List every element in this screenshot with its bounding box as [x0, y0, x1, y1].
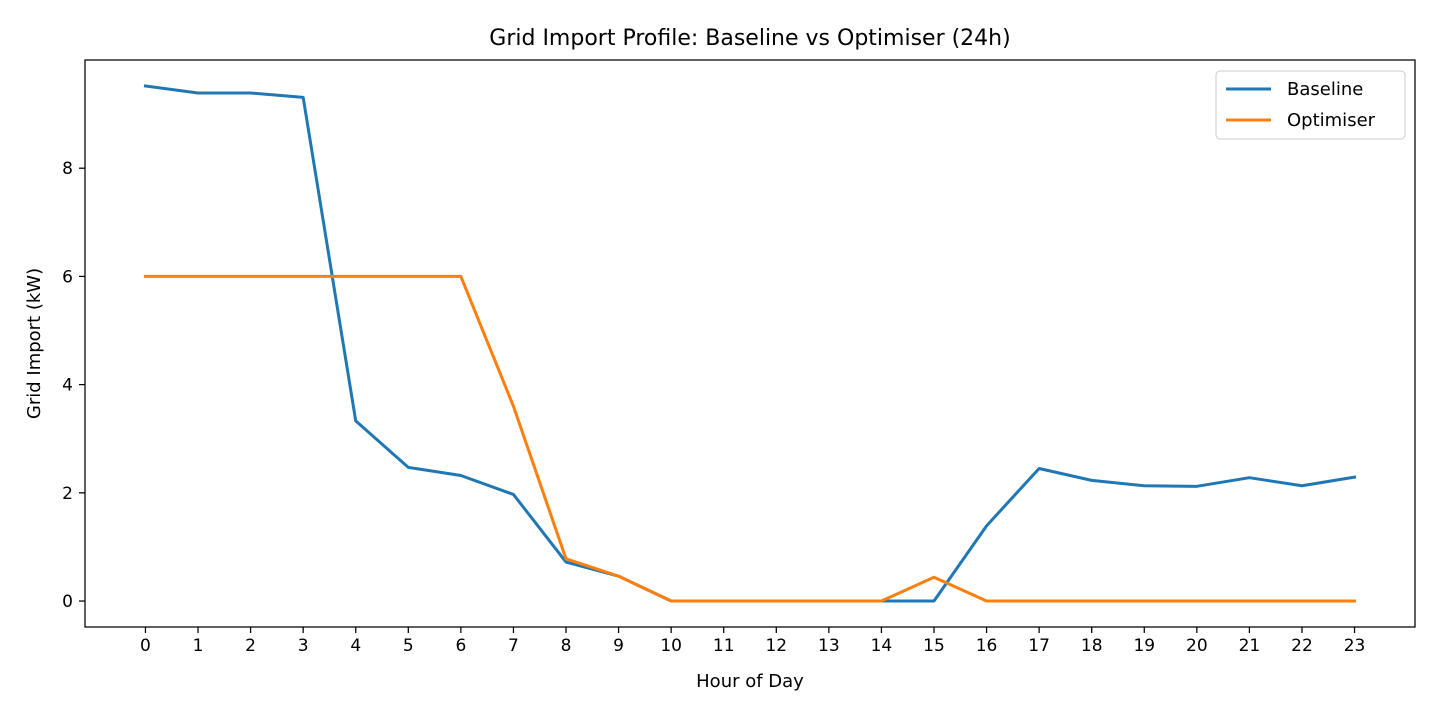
series-line-optimiser [143, 274, 1357, 603]
plot-frame [84, 59, 1416, 628]
y-tick-label: 6 [62, 267, 73, 287]
x-axis-ticks: 0 1 2 3 4 5 6 7 8 9 10 11 12 13 14 15 16 17 18 19 20 21 22 23 [140, 627, 1365, 656]
y-axis-ticks: 0 2 4 6 8 [62, 159, 85, 612]
x-tick-label: 17 [1028, 636, 1050, 656]
y-tick-label: 4 [62, 376, 73, 396]
series-line-baseline [143, 84, 1357, 603]
x-tick-label: 18 [1081, 636, 1103, 656]
y-tick-label: 8 [62, 159, 73, 179]
x-tick-label: 19 [1133, 636, 1155, 656]
legend-label-baseline: Baseline [1287, 79, 1363, 100]
x-tick-label: 14 [871, 636, 893, 656]
x-tick-label: 0 [140, 636, 151, 656]
y-tick-label: 2 [62, 484, 73, 504]
x-tick-label: 20 [1186, 636, 1208, 656]
x-tick-label: 13 [818, 636, 840, 656]
x-tick-label: 23 [1344, 636, 1366, 656]
x-tick-label: 21 [1239, 636, 1261, 656]
x-tick-label: 1 [193, 636, 204, 656]
chart-title: Grid Import Profile: Baseline vs Optimis… [489, 26, 1010, 51]
legend: Baseline Optimiser [1215, 70, 1406, 140]
x-tick-label: 5 [403, 636, 414, 656]
x-tick-label: 4 [350, 636, 361, 656]
x-tick-label: 16 [976, 636, 998, 656]
x-tick-label: 7 [508, 636, 519, 656]
x-tick-label: 12 [765, 636, 787, 656]
x-tick-label: 15 [923, 636, 945, 656]
x-tick-label: 2 [245, 636, 256, 656]
x-axis-label: Hour of Day [696, 671, 804, 692]
y-axis-label: Grid Import (kW) [24, 268, 45, 419]
x-tick-label: 9 [613, 636, 624, 656]
x-tick-label: 22 [1291, 636, 1313, 656]
x-tick-label: 11 [713, 636, 735, 656]
x-tick-label: 3 [298, 636, 309, 656]
x-tick-label: 10 [660, 636, 682, 656]
x-tick-label: 6 [455, 636, 466, 656]
legend-label-optimiser: Optimiser [1287, 110, 1376, 131]
y-tick-label: 0 [62, 592, 73, 612]
x-tick-label: 8 [561, 636, 572, 656]
series-lines [143, 84, 1357, 603]
